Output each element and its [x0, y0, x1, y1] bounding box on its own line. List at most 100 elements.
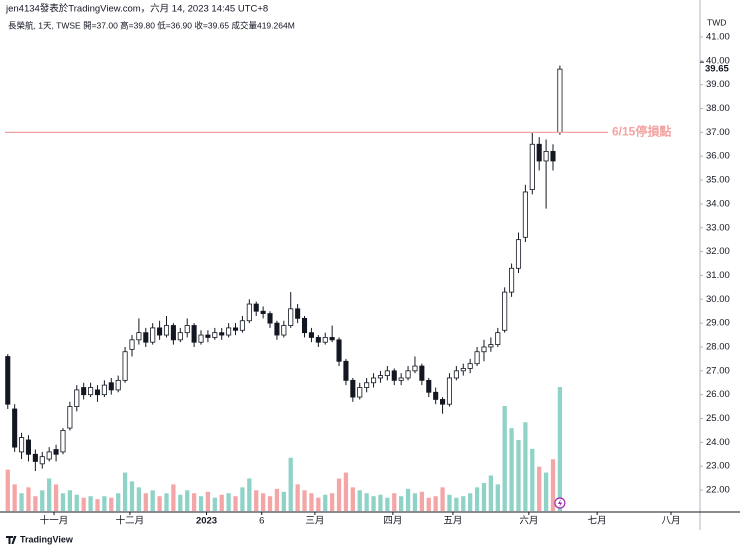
volume-bar: [330, 493, 335, 511]
candle-body: [122, 351, 128, 381]
x-tick-label: 四月: [383, 516, 402, 527]
brand-logo: TradingView: [6, 534, 74, 544]
candle-body: [377, 375, 383, 379]
candle-body: [274, 322, 280, 336]
candle-body: [433, 391, 439, 400]
volume-bar: [260, 493, 266, 511]
volume-bar: [116, 493, 121, 511]
volume-bar: [550, 459, 556, 511]
candle-body: [357, 387, 363, 398]
currency: TWD: [707, 17, 726, 27]
volume-bar: [164, 493, 169, 511]
volume-bar: [440, 487, 445, 511]
volume-bar: [226, 493, 231, 511]
candle-body: [281, 325, 287, 336]
candle-body: [343, 360, 349, 381]
candle-body: [198, 334, 204, 343]
candle-body: [94, 389, 101, 396]
y-tick-label: 41.00: [706, 31, 730, 42]
candle-body: [260, 310, 266, 314]
candle-body: [232, 327, 239, 331]
volume-bar: [412, 493, 418, 511]
volume-bar: [185, 490, 190, 511]
candle-body: [39, 456, 45, 465]
volume-bar: [281, 491, 286, 511]
volume-bar: [405, 488, 411, 511]
candle-body: [481, 346, 487, 353]
volume-bar: [198, 496, 204, 511]
volume-bar: [102, 496, 107, 511]
candle-body: [446, 377, 453, 405]
candle-body: [295, 308, 301, 319]
volume-bar: [240, 487, 245, 511]
candle-body: [205, 334, 211, 338]
volume-bar: [157, 496, 162, 511]
candle-body: [129, 339, 135, 350]
y-tick-label: 40.00: [706, 55, 730, 66]
volume-bar: [288, 457, 293, 511]
volume-bar: [53, 484, 59, 511]
volume-bar: [12, 484, 17, 511]
candle-body: [308, 332, 314, 338]
volume-bar: [323, 494, 328, 511]
y-tick-label: 27.00: [706, 365, 730, 376]
volume-bar: [267, 496, 273, 511]
volume-bar: [309, 493, 314, 511]
volume-bar: [336, 478, 342, 511]
volume-bar: [523, 422, 528, 511]
candle-body: [371, 377, 377, 384]
candle-body: [529, 143, 535, 190]
candle-body: [163, 325, 170, 336]
event-icon-bolt: [557, 499, 563, 508]
y-tick-label: 32.00: [706, 246, 730, 257]
candle-body: [108, 382, 114, 391]
volume-bar: [5, 469, 10, 511]
volume-bar: [81, 497, 86, 511]
volume-bar: [371, 496, 376, 511]
candle-body: [474, 351, 480, 365]
x-tick-label: 五月: [443, 516, 462, 527]
candle-body: [53, 449, 59, 455]
volume-bar: [254, 490, 259, 511]
volume-bar: [530, 448, 535, 511]
volume-bar: [33, 496, 38, 511]
volume-bar: [40, 490, 45, 511]
candle-body: [405, 370, 411, 379]
x-tick-label: 2023: [196, 516, 217, 527]
candle-body: [453, 370, 459, 379]
candle-body: [81, 387, 87, 396]
y-tick-label: 35.00: [706, 175, 730, 186]
legend: 長榮航, 1天, TWSE 開=37.00 高=39.80 低=36.90 收=…: [8, 20, 295, 30]
candle-body: [101, 384, 107, 396]
volume-bar: [357, 490, 362, 511]
candle-body: [426, 379, 432, 393]
volume-bar: [488, 475, 494, 511]
volume-bar: [495, 484, 500, 511]
x-tick-label: 七月: [588, 516, 607, 527]
candle-body: [246, 303, 252, 322]
volume-bar: [385, 497, 390, 511]
x-tick-label: 十二月: [116, 515, 145, 527]
candle-body: [177, 332, 183, 341]
candle-body: [391, 370, 397, 381]
candle-body: [543, 151, 549, 162]
candle-body: [350, 379, 356, 398]
volume-bar: [426, 497, 431, 511]
volume-bar: [122, 472, 128, 511]
last-price-label: 39.65: [705, 64, 729, 75]
volume-bar: [557, 387, 563, 511]
volume-bar: [543, 472, 549, 511]
volume-bar: [399, 496, 404, 511]
candle-body: [495, 332, 501, 345]
volume-bar: [150, 490, 155, 511]
y-tick-label: 36.00: [706, 151, 730, 162]
candle-body: [115, 379, 121, 391]
candle-body: [46, 451, 52, 460]
volume-bar: [171, 484, 176, 511]
volume-bar: [364, 493, 369, 511]
candle-body: [170, 325, 176, 341]
x-tick-label: 六月: [519, 515, 538, 527]
volume-bar: [67, 490, 73, 511]
